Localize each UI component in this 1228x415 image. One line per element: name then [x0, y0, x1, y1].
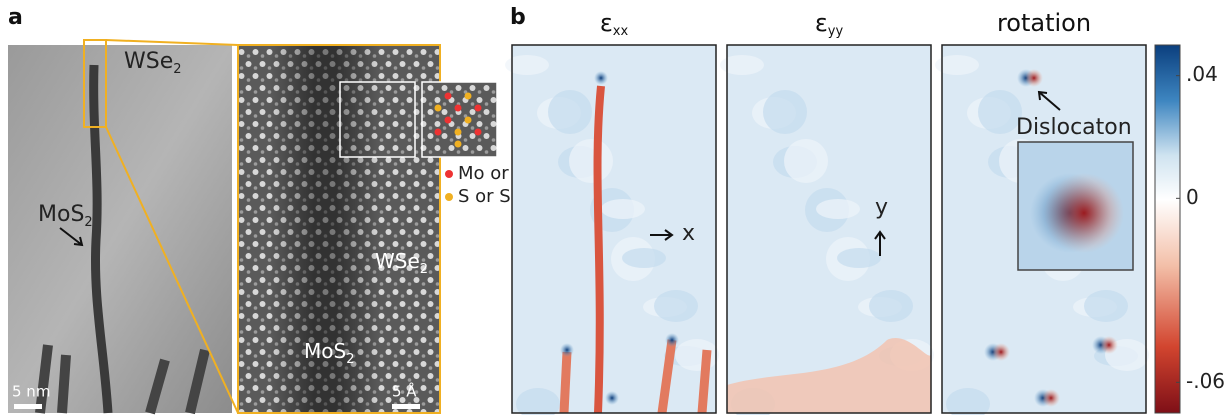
texture [935, 55, 979, 75]
zoom-frame [237, 44, 441, 414]
axis-label: y [875, 195, 888, 220]
label: MoS2 [304, 339, 354, 367]
texture [869, 290, 913, 322]
panel-label: a [8, 5, 23, 30]
dislocation [665, 333, 679, 347]
scale-label: 5 nm [12, 383, 50, 401]
title-text: ε [815, 9, 828, 37]
title-text: rotation [997, 9, 1091, 37]
zoom-line [105, 39, 239, 46]
texture [601, 199, 645, 219]
map-frame [726, 44, 932, 414]
zoom-line [105, 126, 239, 414]
texture [816, 199, 860, 219]
mos2-strip [89, 64, 113, 414]
mos2-branches [35, 344, 210, 415]
map-title: εyy [815, 9, 844, 39]
texture [978, 90, 1022, 134]
map-frame [941, 44, 1147, 414]
texture [1084, 290, 1128, 322]
colorbar-tick-label: .04 [1186, 62, 1218, 86]
texture [946, 388, 990, 415]
texture [622, 248, 666, 268]
axis-arrow [650, 229, 674, 241]
strain-streak [593, 85, 605, 414]
arrow [59, 227, 84, 247]
texture [505, 55, 549, 75]
dislocation [1100, 336, 1118, 354]
texture [720, 55, 764, 75]
pointer [1037, 90, 1061, 111]
texture [569, 139, 613, 183]
inset-dipole [1044, 173, 1124, 253]
title-sub: xx [613, 24, 629, 39]
label: WSe2 [124, 49, 182, 77]
axis-arrow [874, 230, 886, 256]
texture [837, 248, 881, 268]
colorbar-tick-label: 0 [1186, 185, 1199, 209]
axis-label: x [682, 221, 695, 246]
legend-marker [445, 170, 453, 178]
label: WSe2 [375, 249, 428, 277]
texture [675, 339, 719, 371]
scale-bar [392, 404, 420, 409]
texture [516, 388, 560, 415]
mos2-band [270, 45, 380, 413]
strain-region [727, 337, 931, 413]
strain-streak [559, 339, 712, 414]
scale-label: 5 Å [392, 382, 417, 401]
annotation: Dislocaton [1016, 115, 1132, 140]
dislocation [560, 343, 574, 357]
colorbar-tick-label: -.06 [1186, 369, 1225, 393]
texture [654, 290, 698, 322]
scale-bar [14, 404, 42, 409]
zoom-box [83, 39, 107, 128]
map-title: rotation [997, 9, 1091, 37]
dislocation [992, 343, 1010, 361]
legend-label: S or Se [458, 186, 522, 207]
texture [784, 139, 828, 183]
legend-marker [445, 193, 453, 201]
inset-box [339, 81, 416, 158]
dislocation [594, 71, 608, 85]
map-title: εxx [600, 9, 629, 39]
texture [548, 90, 592, 134]
colorbar-ticks: .04 0 -.06 [1176, 62, 1225, 393]
panel-label: b [510, 5, 526, 30]
map-frame [511, 44, 717, 414]
title-text: ε [600, 9, 613, 37]
dislocation [1042, 389, 1060, 407]
dislocation [1025, 69, 1043, 87]
label: MoS2 [38, 202, 93, 230]
dislocation [605, 391, 619, 405]
colorbar [1154, 44, 1181, 414]
texture [763, 90, 807, 134]
atom-model [434, 92, 482, 148]
title-sub: yy [828, 24, 844, 39]
